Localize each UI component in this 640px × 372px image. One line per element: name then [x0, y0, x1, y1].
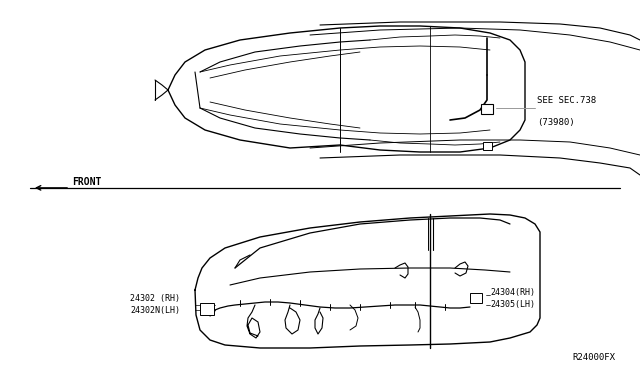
Text: 24302 (RH): 24302 (RH) — [130, 295, 180, 304]
Bar — [481, 104, 493, 114]
Bar — [470, 293, 482, 303]
Text: FRONT: FRONT — [72, 177, 101, 187]
Text: R24000FX: R24000FX — [572, 353, 615, 362]
Text: 24304(RH): 24304(RH) — [490, 289, 535, 298]
Text: 24305(LH): 24305(LH) — [490, 301, 535, 310]
Bar — [483, 142, 492, 150]
Text: SEE SEC.738: SEE SEC.738 — [537, 96, 596, 105]
Text: (73980): (73980) — [537, 118, 575, 127]
Text: 24302N(LH): 24302N(LH) — [130, 307, 180, 315]
Bar — [200, 303, 214, 315]
